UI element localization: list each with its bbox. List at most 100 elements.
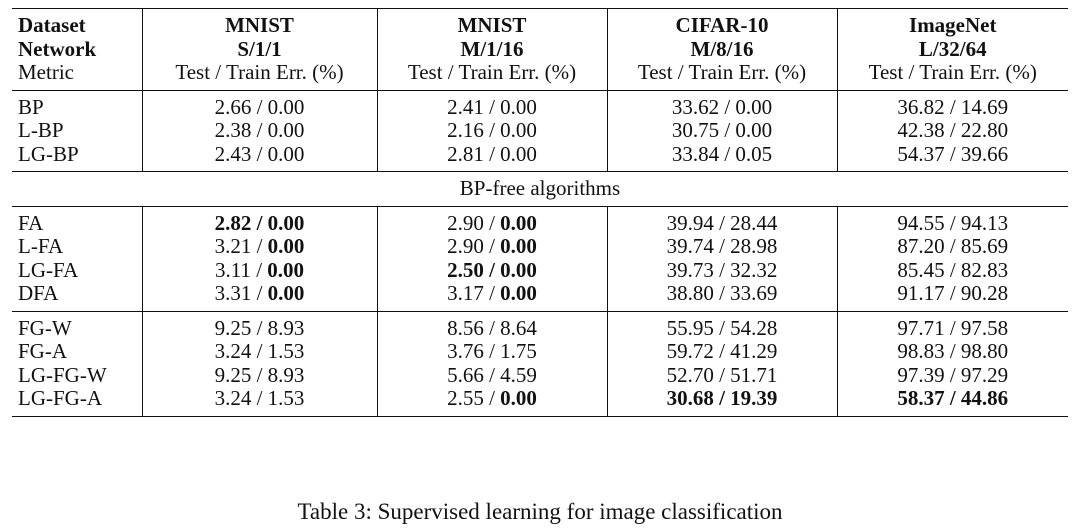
result-cell: 85.45 / 82.83: [836, 257, 1068, 282]
test-error: 33.62: [671, 94, 720, 119]
train-error: 8.64: [500, 315, 537, 340]
separator-slash: /: [251, 386, 268, 410]
header-cell: Metric: [18, 60, 74, 84]
train-error: 8.93: [267, 362, 305, 387]
table-caption: Table 3: Supervised learning for image c…: [297, 499, 783, 524]
result-cell: 5.66 / 4.59: [376, 362, 607, 387]
result-cell: 58.37 / 44.86: [836, 386, 1068, 417]
separator-slash: /: [251, 234, 268, 258]
separator-slash: /: [483, 315, 501, 340]
train-error: 82.83: [960, 257, 1009, 282]
section-row: BP-free algorithms: [12, 171, 1068, 206]
train-error: 0.00: [735, 94, 773, 119]
header-cell: M/8/16: [606, 37, 837, 61]
separator-slash: /: [944, 210, 961, 235]
separator-slash: /: [483, 94, 501, 119]
test-error: 39.73: [666, 257, 714, 282]
train-error: 0.00: [267, 257, 305, 282]
test-error: 5.66: [447, 362, 484, 387]
separator-slash: /: [713, 281, 731, 305]
separator-slash: /: [251, 141, 268, 166]
result-cell: 3.31 / 0.00: [141, 281, 377, 311]
train-error: 85.69: [960, 234, 1009, 258]
separator-slash: /: [713, 234, 731, 258]
test-error: 39.94: [666, 210, 714, 235]
result-cell: 59.72 / 41.29: [606, 339, 837, 364]
result-cell: 8.56 / 8.64: [376, 310, 607, 340]
header-cell: L/32/64: [836, 37, 1068, 61]
result-cell: 54.37 / 39.66: [836, 142, 1068, 172]
train-error: 19.39: [730, 386, 778, 410]
result-cell: 97.71 / 97.58: [836, 310, 1068, 340]
separator-slash: /: [944, 339, 961, 363]
train-error: 1.75: [500, 339, 537, 363]
separator-slash: /: [483, 281, 501, 305]
header-cell: Test / Train Err. (%): [141, 60, 377, 90]
separator-slash: /: [483, 339, 501, 363]
table-row: L-BP 2.38 / 0.00 2.16 / 0.00 30.75 / 0.00 42…: [12, 118, 1068, 143]
separator-slash: /: [719, 118, 736, 142]
train-error: 0.00: [267, 94, 305, 119]
result-cell: 38.80 / 33.69: [606, 281, 837, 311]
result-cell: 39.74 / 28.98: [606, 234, 837, 259]
train-error: 22.80: [960, 118, 1009, 142]
table-row: FA 2.82 / 0.00 2.90 / 0.00 39.94 / 28.44 94.…: [12, 205, 1068, 235]
result-cell: 3.21 / 0.00: [141, 234, 377, 259]
result-cell: 3.24 / 1.53: [141, 386, 377, 417]
separator-slash: /: [713, 386, 731, 410]
train-error: 0.00: [267, 234, 305, 258]
header-cell: Test / Train Err. (%): [836, 60, 1068, 90]
header-cell: ImageNet: [836, 8, 1068, 38]
train-error: 51.71: [730, 362, 778, 387]
results-table-container: Dataset MNIST MNIST CIFAR-10 ImageNet Network…: [12, 8, 1068, 417]
train-error: 90.28: [960, 281, 1009, 305]
train-error: 14.69: [960, 94, 1009, 119]
method-name: LG-BP: [18, 141, 79, 166]
header-cell: Test / Train Err. (%): [606, 60, 837, 90]
train-error: 33.69: [730, 281, 778, 305]
method-name: DFA: [18, 281, 59, 305]
test-error: 30.75: [671, 118, 720, 142]
table-row: LG-FG-A 3.24 / 1.53 2.55 / 0.00 30.68 / 19.…: [12, 386, 1068, 417]
test-error: 2.90: [447, 234, 484, 258]
separator-slash: /: [944, 118, 961, 142]
test-error: 55.95: [666, 315, 714, 340]
result-cell: 2.81 / 0.00: [376, 141, 607, 172]
test-error: 3.24: [214, 339, 252, 363]
table-row: BP 2.66 / 0.00 2.41 / 0.00 33.62 / 0.00 36.8…: [12, 89, 1068, 119]
separator-slash: /: [251, 362, 268, 387]
method-name: L-BP: [18, 118, 64, 142]
separator-slash: /: [719, 94, 736, 119]
train-error: 0.00: [267, 141, 305, 166]
separator-slash: /: [251, 94, 268, 119]
result-cell: 36.82 / 14.69: [836, 89, 1068, 119]
test-error: 39.74: [666, 234, 714, 258]
separator-slash: /: [251, 315, 268, 340]
test-error: 91.17: [897, 281, 945, 305]
test-error: 94.55: [897, 210, 945, 235]
test-error: 2.38: [214, 118, 252, 142]
train-error: 0.00: [500, 386, 537, 410]
separator-slash: /: [944, 257, 961, 282]
result-cell: 94.55 / 94.13: [836, 205, 1068, 235]
test-error: 3.11: [214, 257, 251, 282]
test-error: 3.24: [214, 386, 252, 410]
train-error: 44.86: [960, 386, 1009, 410]
result-cell: 55.95 / 54.28: [606, 310, 837, 340]
test-error: 3.21: [214, 234, 252, 258]
table-row: LG-FG-W 9.25 / 8.93 5.66 / 4.59 52.70 / 51.…: [12, 362, 1068, 387]
train-error: 0.00: [267, 281, 305, 305]
train-error: 0.00: [500, 210, 537, 235]
test-error: 42.38: [897, 118, 945, 142]
train-error: 1.53: [267, 339, 305, 363]
method-name: L-FA: [18, 234, 64, 258]
separator-slash: /: [719, 141, 736, 166]
method-name: LG-FA: [18, 257, 79, 282]
separator-slash: /: [483, 141, 501, 166]
separator-slash: /: [483, 386, 501, 410]
train-error: 4.59: [500, 362, 537, 387]
separator-slash: /: [944, 234, 961, 258]
result-cell: 39.94 / 28.44: [606, 205, 837, 235]
test-error: 2.82: [214, 210, 252, 235]
test-error: 9.25: [214, 362, 252, 387]
